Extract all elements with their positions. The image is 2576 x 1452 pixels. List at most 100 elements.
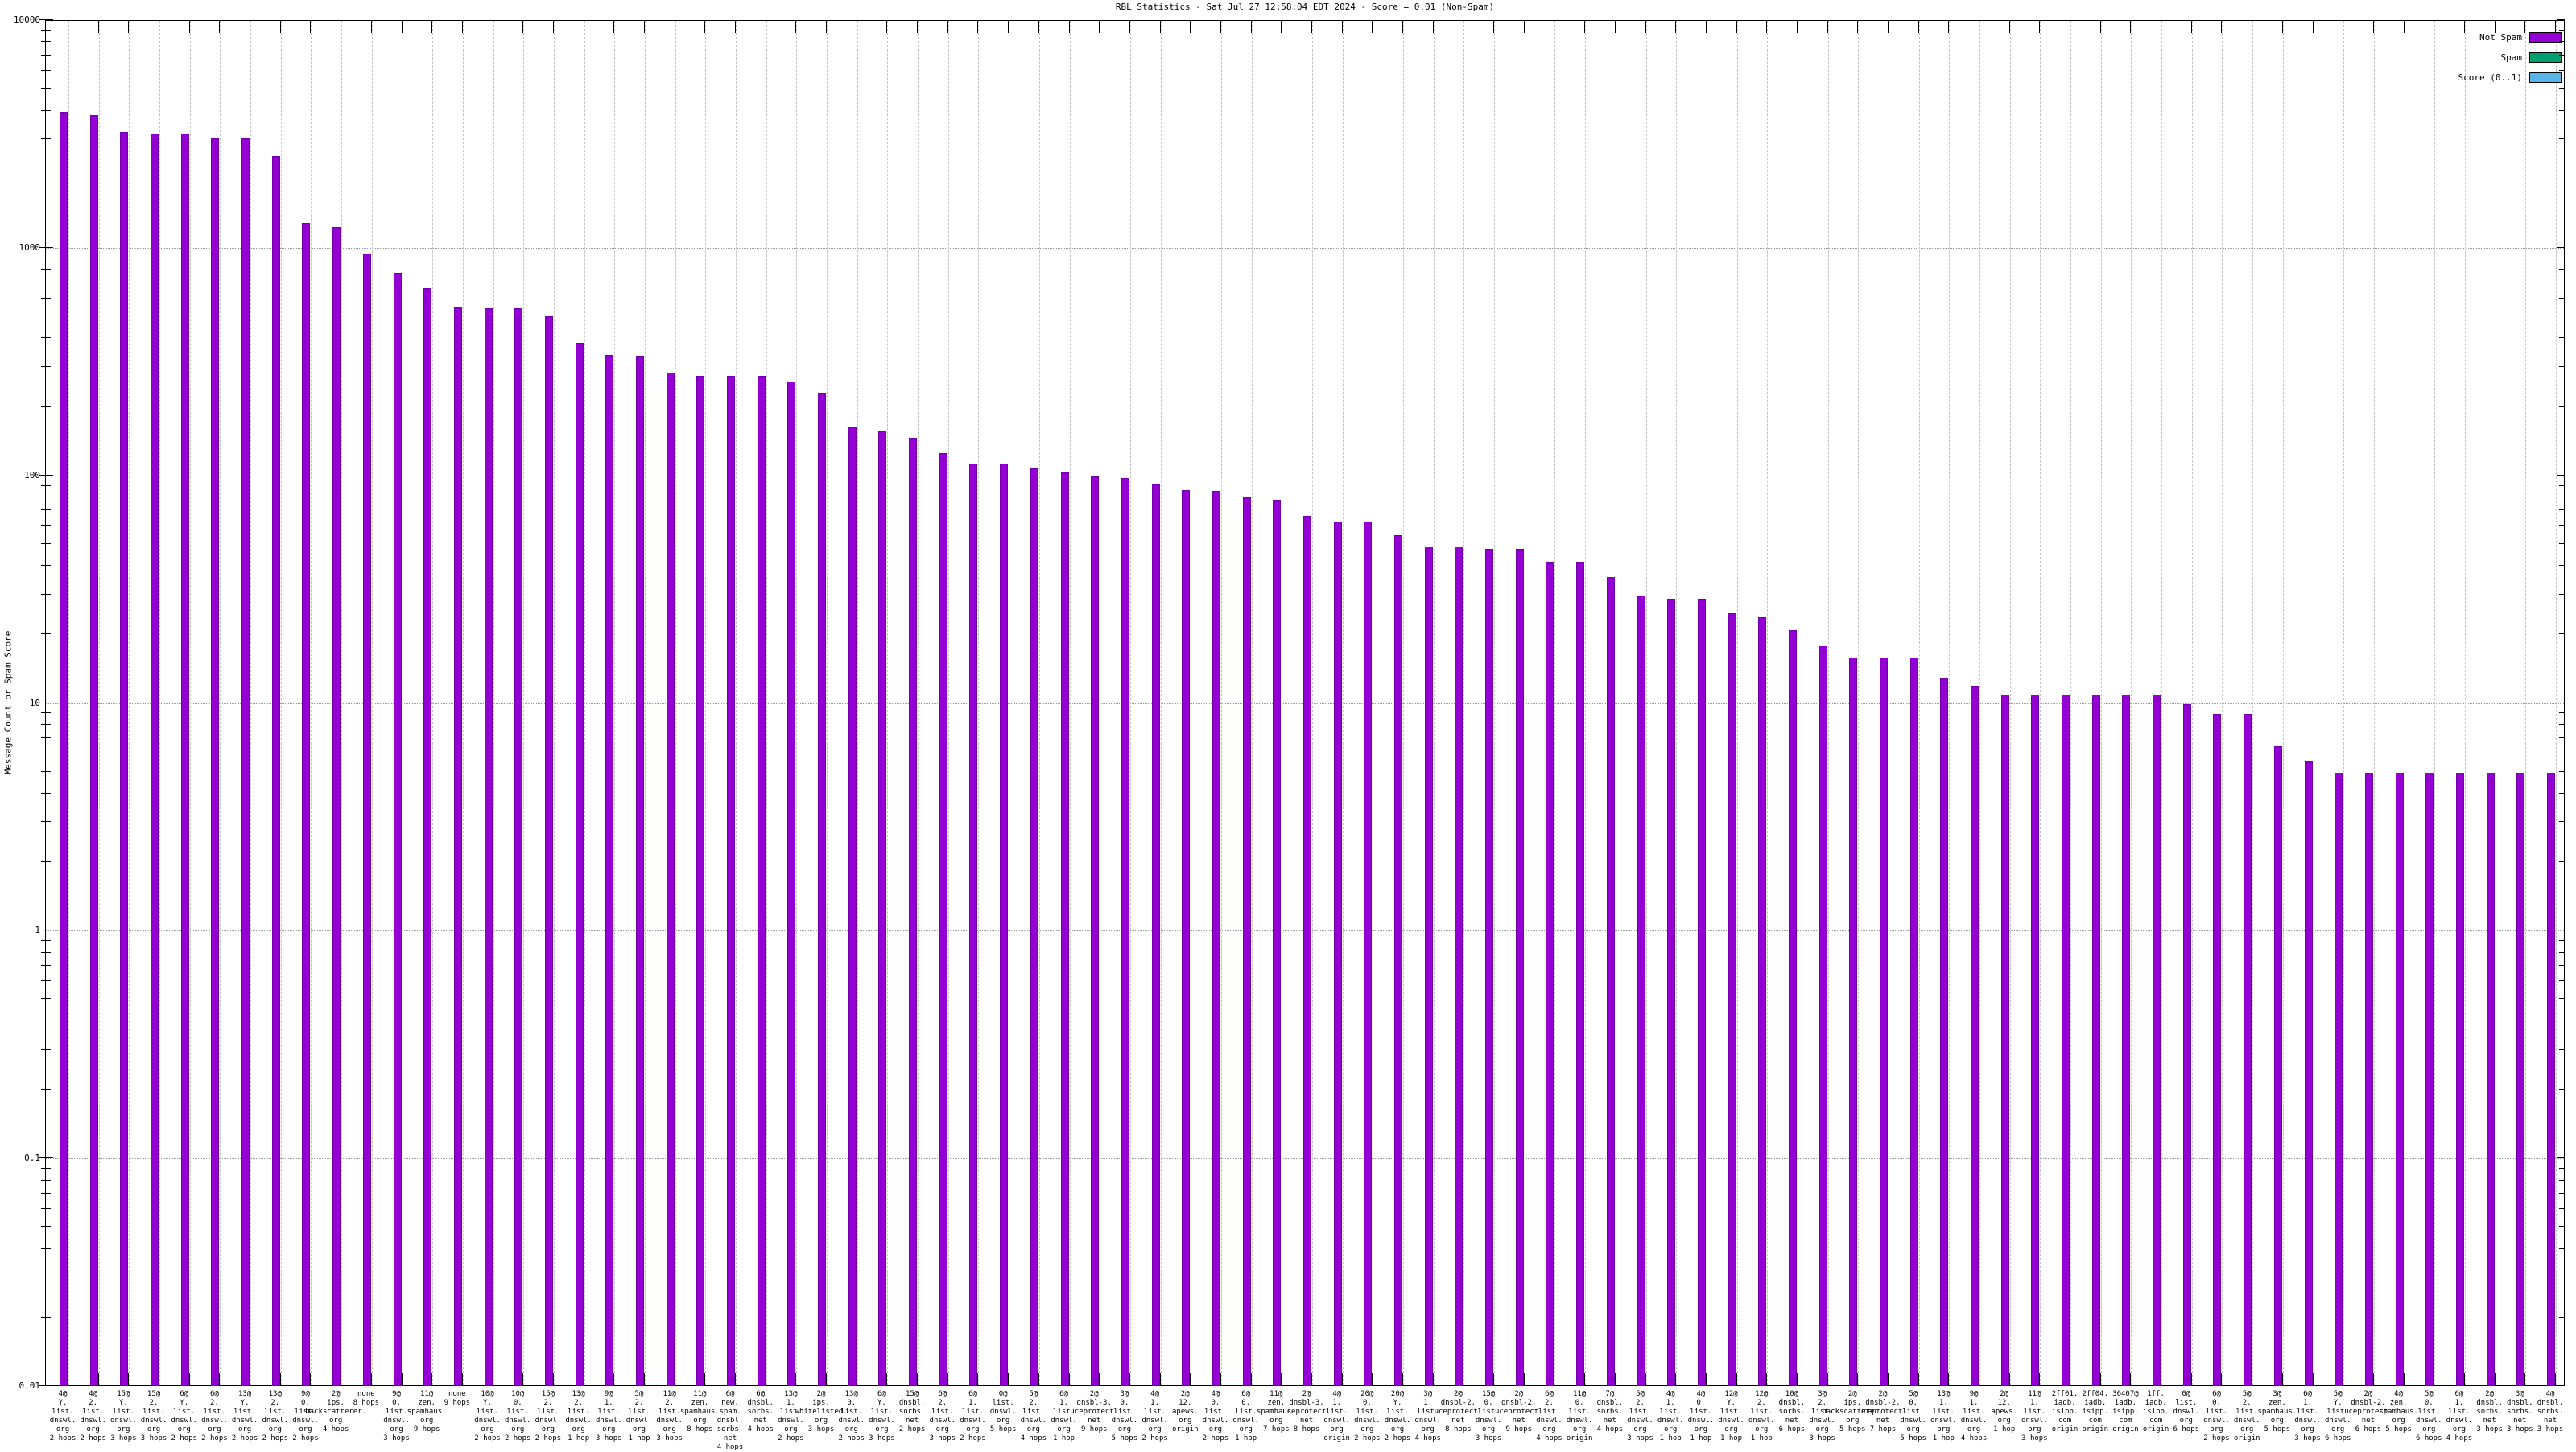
bar xyxy=(2273,746,2282,1386)
x-gridline xyxy=(2040,21,2041,1385)
bar xyxy=(2425,772,2434,1386)
bar xyxy=(2000,694,2009,1386)
y-minor-tick-right xyxy=(2559,542,2565,544)
x-tick-top xyxy=(1008,20,1009,33)
y-minor-tick-right xyxy=(2559,724,2565,725)
x-gridline xyxy=(1736,21,1738,1385)
x-gridline xyxy=(2252,21,2254,1385)
x-gridline xyxy=(1403,21,1405,1385)
x-gridline xyxy=(523,21,525,1385)
bar xyxy=(151,133,159,1386)
legend-entry: Not Spam xyxy=(2458,32,2562,43)
x-tick-label: 7@ dnsbl. sorbs. net 4 hops xyxy=(1596,1390,1624,1433)
x-tick-bottom xyxy=(552,1373,554,1386)
x-tick-top xyxy=(1159,20,1161,33)
y-minor-tick-right xyxy=(2559,1248,2565,1249)
bar xyxy=(484,307,493,1386)
y-minor-tick-right xyxy=(2559,821,2565,823)
x-tick-label: 4@ 1. list. dnswl. org origin xyxy=(1323,1390,1350,1442)
x-tick-label: 6@ 1. list. dnswl. org 1 hop xyxy=(1051,1390,1077,1442)
chart-title: RBL Statistics - Sat Jul 27 12:58:04 EDT… xyxy=(1115,2,1495,12)
x-tick-top xyxy=(1493,20,1495,33)
x-gridline xyxy=(887,21,889,1385)
y-minor-tick-right xyxy=(2559,485,2565,486)
x-tick-top xyxy=(613,20,615,33)
bar xyxy=(1151,483,1160,1386)
x-tick-label: 5@ 2. list. dnswl. org origin xyxy=(2233,1390,2260,1442)
y-minor-tick-right xyxy=(2559,565,2565,567)
y-minor-tick-left xyxy=(41,269,51,270)
x-tick-label: 2@ dnsbl. sorbs. net 3 hops xyxy=(2476,1390,2503,1433)
x-tick-bottom xyxy=(1887,1373,1889,1386)
x-tick-top xyxy=(1887,20,1889,33)
bar xyxy=(969,463,978,1386)
y-minor-tick-right xyxy=(2559,770,2565,772)
x-tick-label: 4@ 0. list. dnswl. org 2 hops xyxy=(1202,1390,1229,1442)
x-gridline xyxy=(493,21,494,1385)
x-tick-bottom xyxy=(188,1373,190,1386)
x-tick-label: 11@ 1. list. dnswl. org 3 hops xyxy=(2021,1390,2048,1442)
x-gridline xyxy=(2343,21,2345,1385)
bar xyxy=(939,453,947,1386)
legend-label: Spam xyxy=(2500,52,2523,63)
x-gridline xyxy=(2070,21,2072,1385)
x-tick-bottom xyxy=(1341,1373,1343,1386)
bar xyxy=(1303,515,1311,1386)
x-tick-bottom xyxy=(643,1373,645,1386)
y-minor-tick-left xyxy=(41,525,51,526)
x-tick-top xyxy=(643,20,645,33)
bar xyxy=(2122,694,2131,1386)
x-tick-label: 13@ 0. list. dnswl. org 2 hops xyxy=(838,1390,865,1442)
x-tick-top xyxy=(128,20,130,33)
y-major-tick-left xyxy=(39,1385,53,1386)
x-tick-top xyxy=(1523,20,1525,33)
x-gridline xyxy=(2131,21,2132,1385)
x-tick-top xyxy=(461,20,463,33)
bar xyxy=(1971,686,1979,1386)
x-tick-top xyxy=(1190,20,1191,33)
y-minor-tick-right xyxy=(2559,965,2565,967)
y-minor-tick-left xyxy=(41,861,51,863)
bar xyxy=(787,381,796,1386)
bar xyxy=(848,427,857,1386)
y-minor-tick-right xyxy=(2559,1168,2565,1169)
bar xyxy=(1485,548,1494,1386)
bar xyxy=(2547,772,2555,1386)
legend: Not Spam Spam Score (0..1) xyxy=(2458,32,2562,93)
y-minor-tick-right xyxy=(2559,940,2565,942)
bar xyxy=(1333,522,1342,1386)
bar xyxy=(271,155,280,1386)
x-gridline xyxy=(584,21,585,1385)
legend-label: Score (0..1) xyxy=(2458,72,2522,83)
bar xyxy=(2516,772,2525,1386)
x-tick-label: 3@ 1. list. dnswl. org 4 hops xyxy=(1414,1390,1441,1442)
y-minor-tick-left xyxy=(41,1226,51,1227)
bar xyxy=(1879,657,1888,1386)
x-tick-label: 9@ 0. list. dnswl. org 3 hops xyxy=(383,1390,410,1442)
x-gridline xyxy=(98,21,100,1385)
x-tick-label: 13@ 2. list. dnswl. org 2 hops xyxy=(262,1390,289,1442)
y-minor-tick-left xyxy=(41,337,51,339)
bar xyxy=(2182,703,2191,1386)
x-gridline xyxy=(644,21,646,1385)
x-tick-label: 5@ 0. list. dnswl. org 6 hops xyxy=(2416,1390,2442,1442)
y-major-tick-left xyxy=(39,1157,53,1159)
y-minor-tick-right xyxy=(2559,861,2565,863)
bar xyxy=(2304,761,2313,1386)
x-tick-top xyxy=(97,20,99,33)
x-tick-top xyxy=(431,20,433,33)
x-tick-label: 1ff. iadb. isipp. com origin xyxy=(2142,1390,2169,1433)
x-tick-label: 9@ 1. list. dnswl. org 4 hops xyxy=(1960,1390,1988,1442)
x-tick-top xyxy=(2403,20,2405,33)
plot-area xyxy=(45,20,2565,1386)
bar xyxy=(666,372,675,1386)
bar xyxy=(332,227,341,1386)
y-minor-tick-right xyxy=(2559,337,2565,339)
x-tick-label: 36407@ iadb. isipp. com origin xyxy=(2112,1390,2139,1433)
x-tick-label: 2@ ips. backscatterer. org 5 hops xyxy=(1822,1390,1884,1433)
x-tick-bottom xyxy=(279,1373,281,1386)
y-minor-tick-left xyxy=(41,593,51,595)
x-tick-top xyxy=(1402,20,1404,33)
x-tick-label: 2@ 12. apews. org origin xyxy=(1172,1390,1199,1433)
x-tick-label: 9@ 0. list. dnswl. org 2 hops xyxy=(292,1390,319,1442)
